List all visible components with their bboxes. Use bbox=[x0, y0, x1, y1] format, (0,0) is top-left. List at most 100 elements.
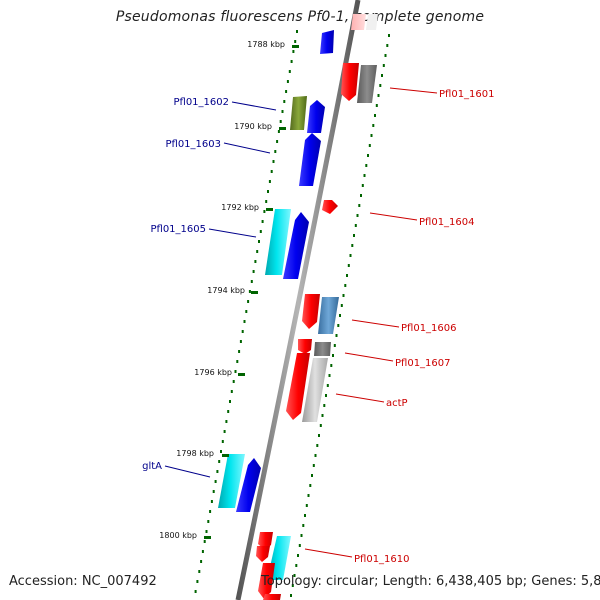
feature-arrow[interactable] bbox=[218, 454, 245, 508]
track-dot bbox=[276, 140, 279, 143]
track-dot bbox=[321, 414, 324, 417]
track-dot bbox=[250, 280, 253, 283]
track-dot bbox=[297, 554, 299, 557]
feature-arrow[interactable] bbox=[256, 546, 270, 562]
track-dot bbox=[356, 214, 359, 217]
track-dot bbox=[354, 224, 357, 227]
track-dot bbox=[196, 580, 199, 583]
track-dot bbox=[223, 430, 226, 433]
forward-strand-features bbox=[256, 14, 378, 600]
feature-arrow[interactable] bbox=[341, 63, 359, 101]
gene-label[interactable]: Pfl01_1605 bbox=[150, 224, 206, 235]
track-dot bbox=[265, 200, 268, 203]
tick-mark bbox=[292, 45, 299, 48]
tick-mark bbox=[204, 536, 211, 539]
track-dot bbox=[382, 64, 385, 67]
track-dot bbox=[325, 394, 327, 397]
tick-label: 1794 kbp bbox=[207, 286, 245, 295]
feature-arrow[interactable] bbox=[366, 14, 378, 30]
track-dot bbox=[268, 180, 271, 183]
track-dot bbox=[245, 310, 248, 313]
feature-arrow[interactable] bbox=[286, 353, 310, 420]
track-dot bbox=[272, 160, 275, 163]
track-dot bbox=[295, 564, 298, 567]
track-dot bbox=[339, 314, 341, 317]
track-dot bbox=[212, 490, 215, 493]
gene-leader-line bbox=[335, 393, 385, 403]
feature-arrow[interactable] bbox=[298, 339, 312, 354]
feature-arrow[interactable] bbox=[322, 200, 338, 214]
track-dot bbox=[307, 494, 310, 497]
track-dot bbox=[288, 70, 291, 73]
track-dot bbox=[346, 274, 348, 277]
gene-label[interactable]: Pfl01_1602 bbox=[173, 97, 229, 108]
feature-arrow[interactable] bbox=[258, 563, 275, 599]
track-dot bbox=[293, 574, 296, 577]
track-dot bbox=[294, 40, 297, 43]
feature-arrow[interactable] bbox=[314, 342, 331, 356]
track-dot bbox=[363, 174, 366, 177]
track-dot bbox=[340, 304, 343, 307]
feature-arrow[interactable] bbox=[258, 532, 273, 550]
track-dot bbox=[194, 590, 197, 593]
track-dot bbox=[205, 530, 208, 533]
track-dot bbox=[238, 350, 241, 353]
track-dot bbox=[296, 30, 298, 33]
track-dot bbox=[277, 130, 280, 133]
feature-arrow[interactable] bbox=[351, 14, 366, 30]
track-dot bbox=[358, 204, 361, 207]
track-dot bbox=[207, 520, 210, 523]
position-ticks: 1788 kbp 1790 kbp 1792 kbp 1794 kbp 1796 kbp… bbox=[159, 40, 299, 540]
feature-arrow[interactable] bbox=[283, 212, 309, 279]
tick-mark bbox=[222, 454, 229, 457]
track-dot bbox=[290, 594, 292, 597]
feature-arrow[interactable] bbox=[290, 96, 307, 130]
track-dot bbox=[332, 354, 334, 357]
track-dot bbox=[344, 284, 347, 287]
gene-label[interactable]: Pfl01_1607 bbox=[395, 358, 451, 369]
gene-label[interactable]: Pfl01_1603 bbox=[165, 139, 221, 150]
track-dot bbox=[300, 534, 303, 537]
feature-arrow[interactable] bbox=[357, 65, 377, 103]
gene-leader-line bbox=[369, 212, 418, 221]
feature-arrow[interactable] bbox=[265, 209, 291, 275]
tick-label: 1800 kbp bbox=[159, 531, 197, 540]
track-dot bbox=[360, 194, 362, 197]
feature-arrow[interactable] bbox=[263, 594, 281, 600]
track-dot bbox=[323, 404, 326, 407]
tick-mark bbox=[279, 127, 286, 130]
track-dot bbox=[283, 100, 286, 103]
track-dot bbox=[214, 480, 217, 483]
feature-arrow[interactable] bbox=[318, 297, 339, 334]
track-dot bbox=[259, 230, 262, 233]
gene-label[interactable]: gltA bbox=[142, 461, 162, 472]
track-dot bbox=[243, 320, 246, 323]
track-dot bbox=[236, 360, 239, 363]
gene-label[interactable]: Pfl01_1604 bbox=[419, 217, 475, 228]
feature-arrow[interactable] bbox=[302, 358, 328, 422]
reverse-strand-features bbox=[218, 30, 334, 512]
track-dot bbox=[229, 400, 231, 403]
track-dot bbox=[379, 84, 382, 87]
feature-arrow[interactable] bbox=[302, 294, 320, 329]
track-dot bbox=[375, 104, 378, 107]
tick-label: 1798 kbp bbox=[176, 449, 214, 458]
feature-arrow[interactable] bbox=[236, 458, 261, 512]
track-dot bbox=[267, 190, 269, 193]
feature-arrow[interactable] bbox=[307, 100, 325, 133]
tick-mark bbox=[238, 373, 245, 376]
gene-label[interactable]: actP bbox=[386, 398, 408, 409]
feature-arrow[interactable] bbox=[320, 30, 334, 54]
track-dot bbox=[342, 294, 345, 297]
gene-label[interactable]: Pfl01_1601 bbox=[439, 89, 495, 100]
track-dot bbox=[200, 560, 203, 563]
track-dot bbox=[305, 504, 308, 507]
gene-label[interactable]: Pfl01_1606 bbox=[401, 323, 457, 334]
gene-label[interactable]: Pfl01_1610 bbox=[354, 554, 410, 565]
track-dot bbox=[254, 260, 257, 263]
track-dot bbox=[365, 164, 368, 167]
track-dot bbox=[230, 390, 233, 393]
feature-arrow[interactable] bbox=[299, 133, 321, 186]
tick-mark bbox=[251, 291, 258, 294]
